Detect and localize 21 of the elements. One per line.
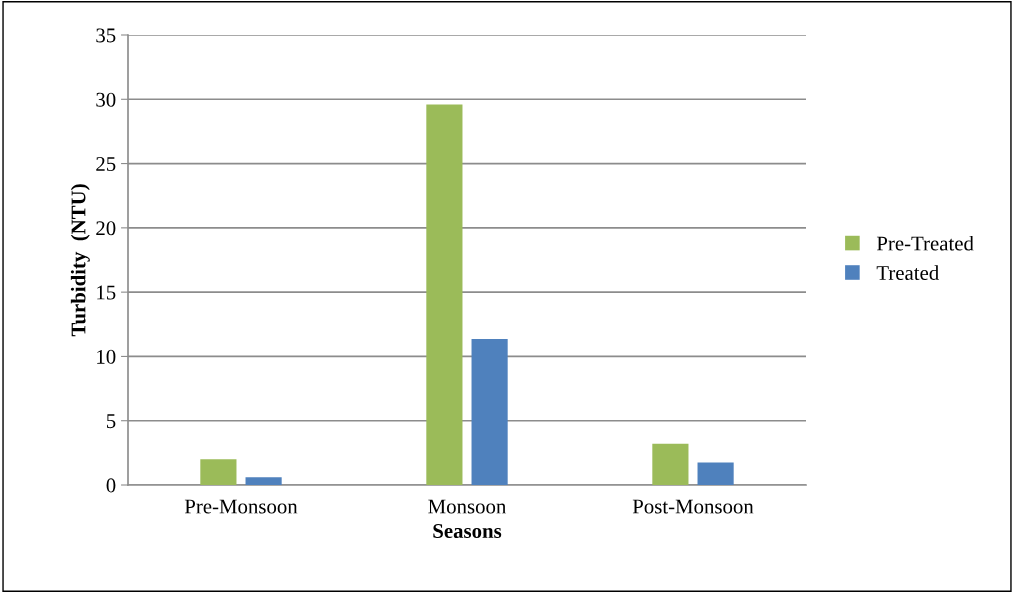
y-tick-label: 0 bbox=[106, 478, 116, 493]
x-tick-label: Post-Monsoon bbox=[632, 499, 754, 514]
x-tick-label: Monsoon bbox=[428, 499, 507, 514]
bar bbox=[697, 462, 734, 485]
y-tick-label: 20 bbox=[96, 221, 116, 236]
legend-label: Pre-Treated bbox=[876, 235, 974, 251]
x-tick-label: Pre-Monsoon bbox=[184, 499, 298, 514]
legend-label: Treated bbox=[876, 265, 939, 280]
y-tick-label: 5 bbox=[106, 414, 116, 429]
x-axis-title: Seasons bbox=[433, 524, 502, 538]
bar bbox=[245, 477, 282, 485]
bar bbox=[652, 443, 689, 485]
y-tick-label: 30 bbox=[96, 92, 116, 107]
bar bbox=[200, 459, 237, 485]
y-tick-label: 35 bbox=[96, 28, 116, 43]
bar bbox=[426, 104, 463, 485]
y-tick-label: 10 bbox=[97, 349, 116, 364]
bar bbox=[471, 339, 508, 485]
y-axis-title: Turbidity (NTU) bbox=[70, 184, 90, 337]
y-tick-label: 25 bbox=[96, 157, 116, 171]
y-tick-label: 15 bbox=[97, 285, 116, 300]
